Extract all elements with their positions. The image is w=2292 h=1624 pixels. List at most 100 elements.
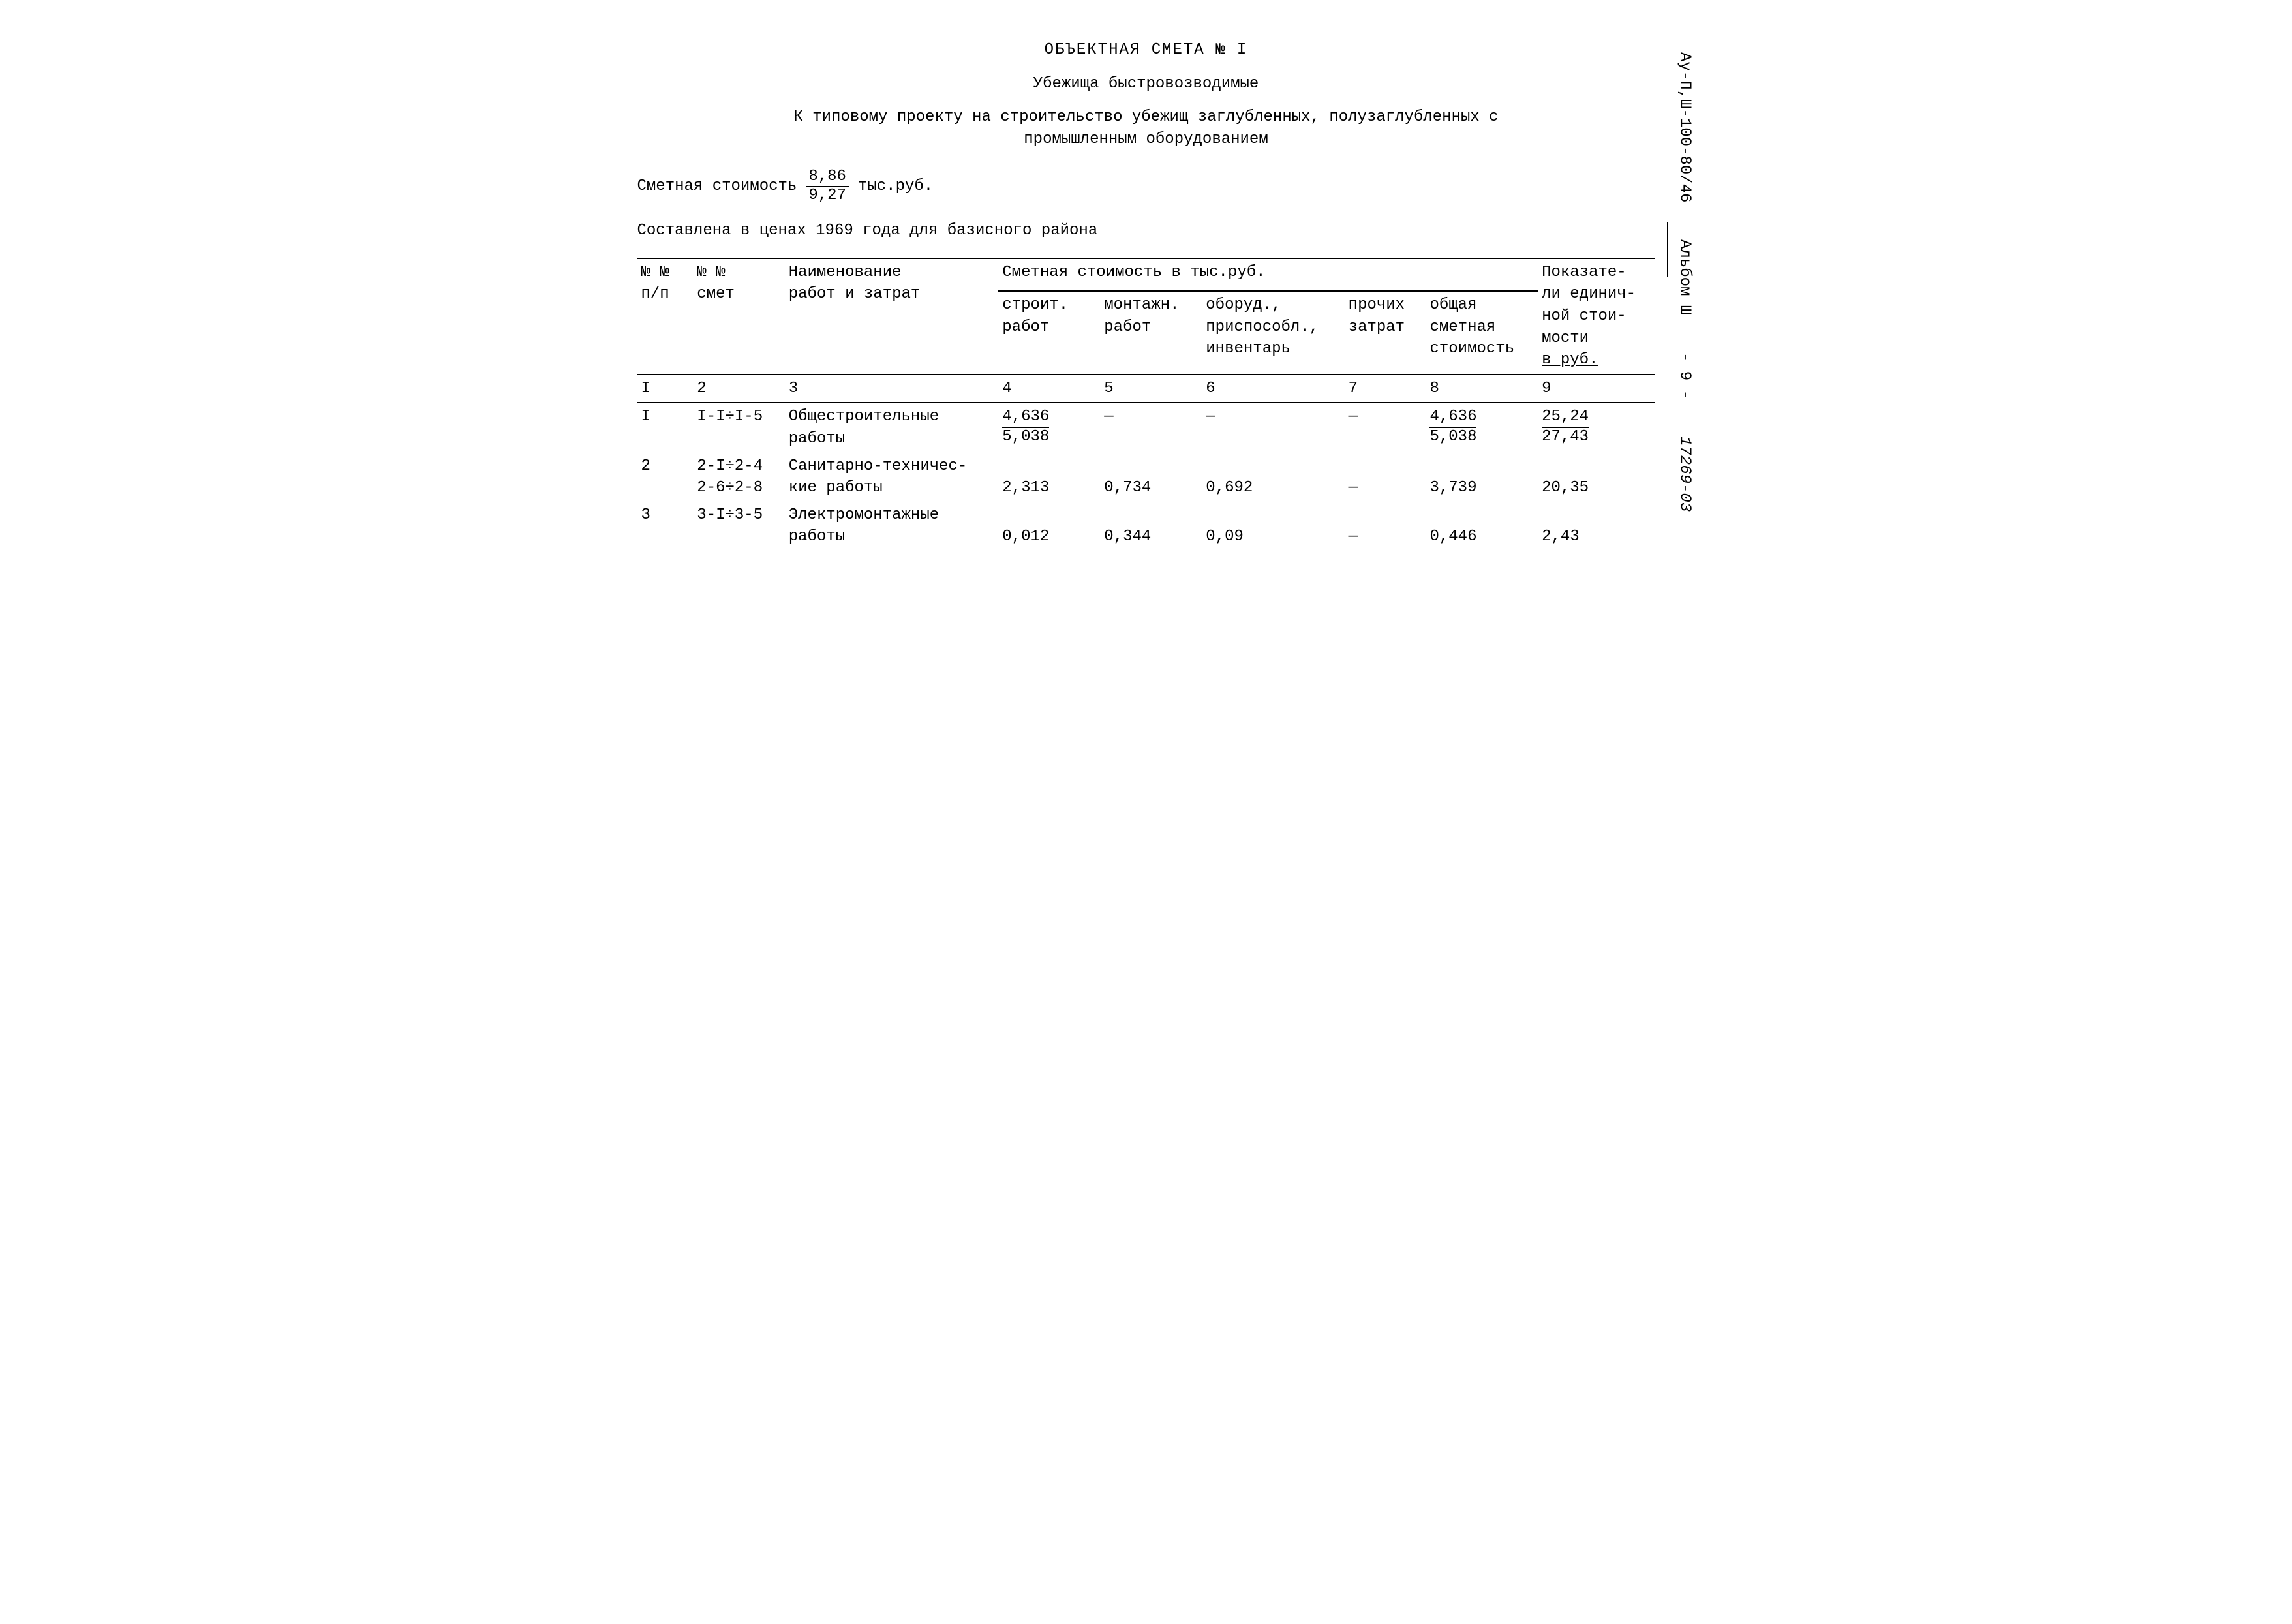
cell-c6: — [1202,403,1344,452]
hdr-col1-l2: п/п [641,285,669,303]
name-l2: работы [789,528,845,545]
cell-name: Общестроительные работы [785,403,999,452]
hdr-col-2: № № смет [693,258,784,375]
name-l2: работы [789,430,845,448]
cell-c9: 25,24 27,43 [1538,403,1655,452]
hdr-col1-l1: № № [641,264,669,281]
c4-top: 4,636 [1002,408,1049,428]
hdr-col3-l1: Наименование [789,264,902,281]
hdr-c9-l3: ной стои- [1542,307,1627,325]
table-row: 2 2-I÷2-4 2-6÷2-8 Санитарно-техничес- ки… [637,453,1655,502]
cell-c8: 0,446 [1426,502,1538,551]
cell-c4: 0,012 [998,502,1100,551]
hdr-c6-l2: приспособл., [1206,318,1319,336]
cell-c7: — [1345,453,1426,502]
prices-note: Составлена в ценах 1969 года для базисно… [637,220,1655,242]
cell-n: 3 [637,502,694,551]
doc-title: ОБЪЕКТНАЯ СМЕТА № I [637,39,1655,61]
table-row: I I-I÷I-5 Общестроительные работы 4,636 … [637,403,1655,452]
cell-smet: 3-I÷3-5 [693,502,784,551]
hdr-c4-l1: строит. [1002,296,1068,314]
hdr-c8-l3: стоимость [1429,340,1514,358]
cost-fraction: 8,86 9,27 [806,168,849,204]
desc-line-1: К типовому проекту на строительство убеж… [637,106,1655,129]
c4-bot: 5,038 [1002,428,1049,447]
cell-c5: 0,344 [1100,502,1202,551]
hdr-c4-l2: работ [1002,318,1049,336]
hdr-c9-l5: в руб. [1542,351,1598,369]
colnum-5: 5 [1100,375,1202,403]
hdr-c9-l4: мости [1542,329,1589,347]
side-labels: Ау-П,Ш-100-80/46 Альбом Ш - 9 - 17269-03 [1668,39,1701,551]
cell-c7: — [1345,502,1426,551]
hdr-col3-l2: работ и затрат [789,285,921,303]
cell-n: 2 [637,453,694,502]
side-page-number: - 9 - [1673,352,1696,399]
cell-name: Санитарно-техничес- кие работы [785,453,999,502]
cell-c8: 4,636 5,038 [1426,403,1538,452]
side-ref-number: 17269-03 [1673,437,1696,512]
side-album: Альбом Ш [1673,239,1696,314]
hdr-super: Сметная стоимость в тыс.руб. [998,258,1538,291]
header-row-1: № № п/п № № смет Наименование работ и за… [637,258,1655,291]
cell-c9: 20,35 [1538,453,1655,502]
estimate-table: № № п/п № № смет Наименование работ и за… [637,258,1655,551]
side-doc-code: Ау-П,Ш-100-80/46 [1673,52,1696,202]
cell-c6: 0,09 [1202,502,1344,551]
hdr-col-6: оборуд., приспособл., инвентарь [1202,291,1344,375]
smet-l2: 2-6÷2-8 [697,479,763,497]
colnum-4: 4 [998,375,1100,403]
colnum-8: 8 [1426,375,1538,403]
colnum-3: 3 [785,375,999,403]
table-row: 3 3-I÷3-5 Электромонтажные работы 0,012 … [637,502,1655,551]
cost-bottom: 9,27 [806,187,849,204]
name-l1: Общестроительные [789,408,939,425]
cell-c8: 3,739 [1426,453,1538,502]
hdr-col-4: строит. работ [998,291,1100,375]
c9-bot: 27,43 [1542,428,1589,447]
cell-c4: 2,313 [998,453,1100,502]
hdr-c5-l1: монтажн. [1104,296,1179,314]
doc-description: К типовому проекту на строительство убеж… [637,106,1655,150]
colnum-1: I [637,375,694,403]
hdr-col2-l1: № № [697,264,725,281]
smet-l1: I-I÷I-5 [697,408,763,425]
hdr-c7-l1: прочих [1349,296,1405,314]
hdr-col-9: Показате- ли единич- ной стои- мости в р… [1538,258,1655,375]
colnum-2: 2 [693,375,784,403]
hdr-col-1: № № п/п [637,258,694,375]
cell-c5: — [1100,403,1202,452]
cost-top: 8,86 [806,168,849,187]
hdr-col2-l2: смет [697,285,735,303]
cell-smet: I-I÷I-5 [693,403,784,452]
c8-top: 4,636 [1429,408,1476,428]
cell-c5: 0,734 [1100,453,1202,502]
hdr-c6-l1: оборуд., [1206,296,1281,314]
desc-line-2: промышленным оборудованием [637,129,1655,151]
hdr-col-7: прочих затрат [1345,291,1426,375]
hdr-col-3: Наименование работ и затрат [785,258,999,375]
hdr-c8-l2: сметная [1429,318,1495,336]
name-l2: кие работы [789,479,883,497]
table-head: № № п/п № № смет Наименование работ и за… [637,258,1655,403]
cell-smet: 2-I÷2-4 2-6÷2-8 [693,453,784,502]
smet-l1: 2-I÷2-4 [697,457,763,475]
cell-n: I [637,403,694,452]
hdr-c7-l2: затрат [1349,318,1405,336]
table-body: I I-I÷I-5 Общестроительные работы 4,636 … [637,403,1655,551]
cell-name: Электромонтажные работы [785,502,999,551]
hdr-c9-l1: Показате- [1542,264,1627,281]
colnum-7: 7 [1345,375,1426,403]
hdr-col-5: монтажн. работ [1100,291,1202,375]
cost-line: Сметная стоимость 8,86 9,27 тыс.руб. [637,168,1655,204]
hdr-c5-l2: работ [1104,318,1151,336]
colnum-9: 9 [1538,375,1655,403]
cell-c6: 0,692 [1202,453,1344,502]
colnum-6: 6 [1202,375,1344,403]
name-l1: Электромонтажные [789,506,939,524]
hdr-c9-l2: ли единич- [1542,285,1636,303]
c9-top: 25,24 [1542,408,1589,428]
cell-c4: 4,636 5,038 [998,403,1100,452]
cell-c9: 2,43 [1538,502,1655,551]
hdr-c6-l3: инвентарь [1206,340,1291,358]
